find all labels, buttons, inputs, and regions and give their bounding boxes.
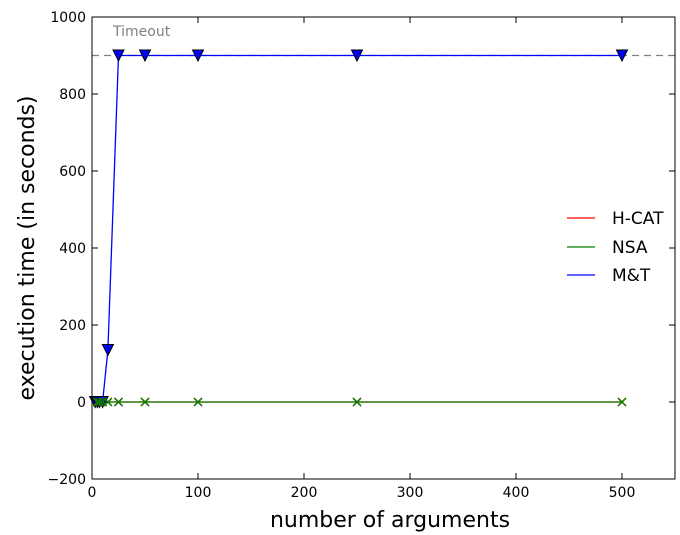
legend-label-m-and-t: M&T [612,266,651,286]
legend-label-h-cat: H-CAT [612,209,664,229]
x-tick-label: 500 [609,485,636,501]
marker-nsa [114,397,123,407]
x-tick-label: 0 [88,485,97,501]
timeout-label: Timeout [112,24,171,40]
marker-nsa [103,397,113,407]
legend-label-nsa: NSA [612,238,648,258]
marker-nsa [94,397,104,407]
y-tick-label: 0 [77,395,86,411]
marker-m-t [101,344,115,357]
legend: H-CAT NSA M&T [567,209,664,286]
marker-m-t [615,49,629,63]
marker-nsa [617,397,627,407]
marker-nsa [352,397,362,407]
y-tick-label: 800 [59,87,86,103]
y-tick-label: 200 [59,318,86,334]
x-tick-label: 100 [185,485,212,501]
marker-m-t [191,49,205,63]
marker-m-t [112,49,125,63]
y-axis-label: execution time (in seconds) [15,95,40,400]
marker-nsa [193,397,203,407]
x-tick-label: 400 [503,485,530,501]
y-tick-label: 600 [59,164,86,180]
plot-frame [91,16,676,480]
y-tick-label: 400 [59,241,86,257]
x-tick-label: 200 [291,485,318,501]
series-line-m-t [95,54,622,403]
y-tick-label: 1000 [50,10,86,26]
marker-m-t [138,49,152,63]
x-tick-label: 300 [397,485,424,501]
y-tick-label: −200 [48,472,86,488]
marker-nsa [140,397,150,407]
x-axis-label: number of arguments [270,508,510,533]
marker-m-t [350,49,364,63]
